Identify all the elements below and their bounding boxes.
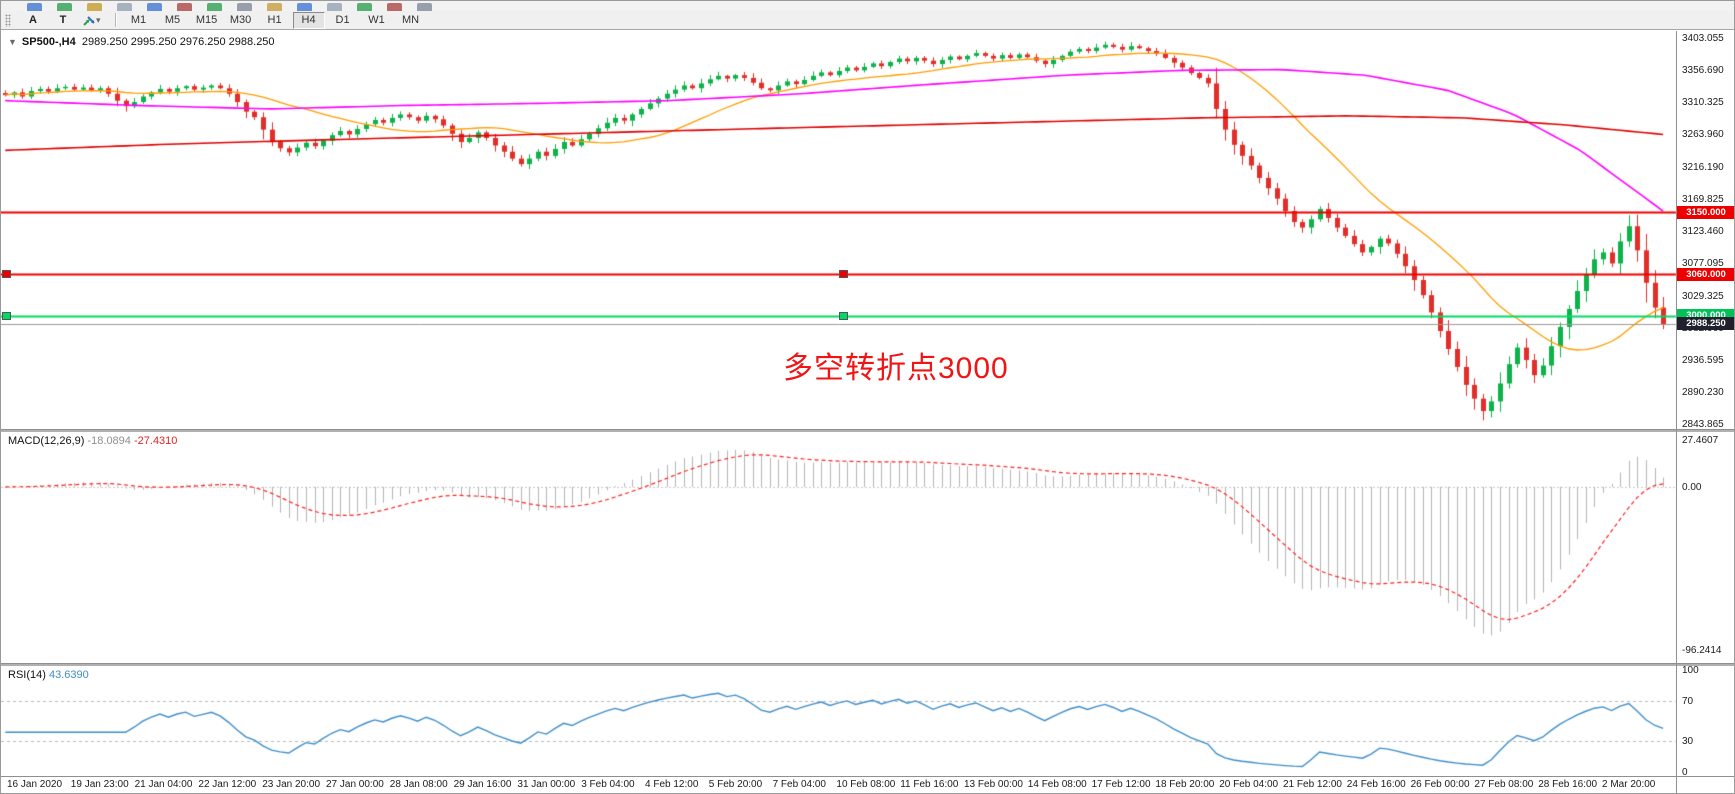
price-axis-line[interactable] bbox=[1676, 31, 1677, 793]
panel-splitter-rsi[interactable] bbox=[1, 663, 1734, 666]
time-axis-line bbox=[1, 776, 1734, 777]
panel-splitter-macd[interactable] bbox=[1, 429, 1734, 432]
